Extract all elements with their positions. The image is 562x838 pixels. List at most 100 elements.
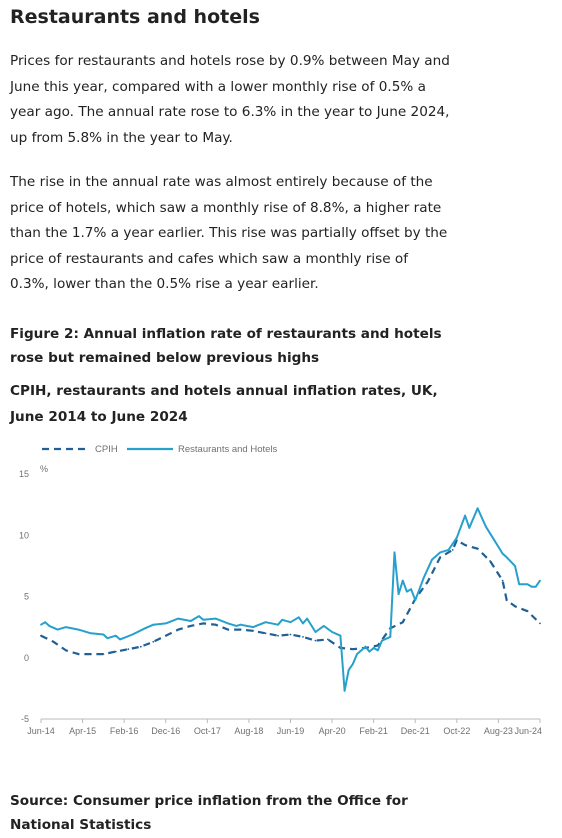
x-tick-label: Apr-20 bbox=[319, 726, 346, 736]
restaurants-hotels-data-point bbox=[376, 649, 379, 652]
cpih-data-point bbox=[77, 653, 80, 655]
y-axis-unit-label: % bbox=[40, 464, 48, 474]
legend-item-cpih-label: CPIH bbox=[95, 444, 118, 455]
cpih-data-point bbox=[505, 599, 508, 602]
cpih-data-point bbox=[214, 623, 217, 626]
restaurants-hotels-data-point bbox=[476, 507, 479, 510]
cpih-data-point bbox=[289, 633, 292, 636]
restaurants-hotels-data-point bbox=[526, 583, 529, 586]
restaurants-hotels-data-point bbox=[227, 622, 230, 625]
restaurants-hotels-data-point bbox=[414, 599, 417, 602]
restaurants-hotels-data-point bbox=[202, 618, 205, 621]
chart-legend: CPIH Restaurants and Hotels bbox=[42, 444, 278, 455]
cpih-data-point bbox=[464, 544, 466, 546]
x-tick-label: Dec-21 bbox=[401, 726, 430, 736]
restaurants-hotels-data-point bbox=[397, 593, 400, 595]
restaurants-hotels-data-point bbox=[214, 617, 217, 620]
restaurants-hotels-data-point bbox=[322, 625, 325, 627]
restaurants-hotels-data-point bbox=[393, 551, 396, 554]
restaurants-hotels-data-point bbox=[514, 565, 516, 567]
y-tick-label: -5 bbox=[21, 714, 29, 724]
restaurants-hotels-data-point bbox=[281, 618, 284, 621]
restaurants-hotels-data-point bbox=[501, 552, 504, 555]
restaurants-hotels-data-point bbox=[339, 634, 342, 637]
restaurants-hotels-data-point bbox=[189, 620, 192, 622]
cpih-data-point bbox=[314, 639, 317, 642]
restaurants-hotels-data-point bbox=[464, 514, 466, 517]
cpih-data-point bbox=[65, 649, 67, 652]
cpih-data-point bbox=[90, 653, 92, 655]
restaurants-hotels-data-point bbox=[131, 633, 134, 636]
cpih-data-point bbox=[139, 645, 142, 648]
cpih-data-point bbox=[302, 636, 304, 638]
y-tick-label: 10 bbox=[19, 530, 29, 540]
restaurants-hotels-data-point bbox=[368, 650, 371, 653]
restaurants-hotels-data-point bbox=[422, 577, 425, 579]
restaurants-hotels-data-point bbox=[306, 617, 308, 620]
cpih-data-point bbox=[439, 556, 442, 559]
restaurants-hotels-data-point bbox=[164, 622, 167, 625]
restaurants-hotels-data-point bbox=[314, 631, 317, 633]
x-axis: Jun-14 Apr-15 Feb-16 Dec-16 Oct-17 Aug-18 Jun-… bbox=[27, 718, 542, 736]
cpih-data-point bbox=[189, 625, 192, 627]
restaurants-hotels-data-point bbox=[372, 647, 375, 649]
cpih-data-point bbox=[451, 549, 454, 551]
cpih-data-point bbox=[526, 610, 529, 613]
restaurants-hotels-data-point bbox=[468, 527, 471, 529]
restaurants-hotels-data-point bbox=[114, 634, 117, 637]
cpih-data-point bbox=[239, 628, 242, 631]
x-tick-label: Dec-16 bbox=[151, 726, 180, 736]
restaurants-hotels-data-point bbox=[77, 628, 80, 631]
cpih-data-point bbox=[352, 648, 354, 651]
cpih-data-point bbox=[252, 629, 255, 632]
restaurants-hotels-data-point bbox=[65, 626, 67, 628]
restaurants-hotels-series-line bbox=[40, 507, 541, 692]
restaurants-hotels-data-point bbox=[264, 621, 267, 624]
restaurants-hotels-data-point bbox=[505, 556, 508, 559]
restaurants-hotels-data-point bbox=[389, 636, 392, 638]
cpih-data-point bbox=[514, 605, 516, 608]
x-tick-label: Jun-24 bbox=[514, 726, 542, 736]
restaurants-hotels-data-point bbox=[302, 622, 304, 625]
cpih-data-point bbox=[177, 628, 180, 631]
y-axis: % -5 0 5 10 15 bbox=[19, 464, 48, 724]
restaurants-hotels-data-point bbox=[381, 639, 383, 642]
restaurants-hotels-data-point bbox=[106, 637, 109, 640]
restaurants-hotels-data-point bbox=[198, 615, 200, 617]
restaurants-hotels-data-point bbox=[518, 583, 521, 586]
restaurants-hotels-data-point bbox=[530, 585, 533, 588]
inflation-line-chart: CPIH Restaurants and Hotels % -5 0 5 10 15 Jun… bbox=[19, 444, 542, 736]
x-tick-label: Feb-21 bbox=[359, 726, 388, 736]
restaurants-hotels-data-point bbox=[447, 549, 450, 551]
restaurants-hotels-data-point bbox=[534, 585, 537, 588]
cpih-data-point bbox=[264, 632, 267, 635]
cpih-data-point bbox=[227, 628, 230, 631]
restaurants-hotels-data-point bbox=[177, 617, 180, 620]
cpih-data-point bbox=[501, 579, 504, 582]
restaurants-hotels-data-point bbox=[44, 621, 47, 624]
restaurants-hotels-data-point bbox=[352, 663, 354, 665]
restaurants-hotels-data-point bbox=[347, 669, 350, 671]
cpih-data-point bbox=[376, 644, 379, 647]
cpih-data-point bbox=[102, 653, 105, 655]
restaurants-hotels-data-point bbox=[401, 579, 404, 582]
restaurants-hotels-data-point bbox=[289, 621, 292, 624]
restaurants-hotels-data-point bbox=[297, 616, 300, 619]
cpih-data-point bbox=[426, 580, 429, 583]
restaurants-hotels-data-point bbox=[431, 558, 433, 561]
x-tick-label: Oct-22 bbox=[443, 726, 470, 736]
restaurants-hotels-data-point bbox=[144, 627, 146, 630]
paragraph-hotels: The rise in the annual rate was almost e… bbox=[10, 174, 448, 292]
x-tick-label: Jun-19 bbox=[277, 726, 305, 736]
x-tick-label: Apr-15 bbox=[69, 726, 96, 736]
restaurants-hotels-data-point bbox=[343, 689, 346, 692]
cpih-data-point bbox=[327, 638, 329, 641]
cpih-data-point bbox=[277, 634, 279, 637]
x-tick-label: Feb-16 bbox=[110, 726, 139, 736]
restaurants-hotels-data-point bbox=[152, 623, 155, 626]
x-tick-label: Aug-23 bbox=[484, 726, 513, 736]
restaurants-hotels-data-point bbox=[48, 625, 51, 627]
series-layer bbox=[40, 507, 541, 692]
cpih-data-point bbox=[401, 621, 404, 624]
restaurants-hotels-data-point bbox=[493, 539, 496, 542]
